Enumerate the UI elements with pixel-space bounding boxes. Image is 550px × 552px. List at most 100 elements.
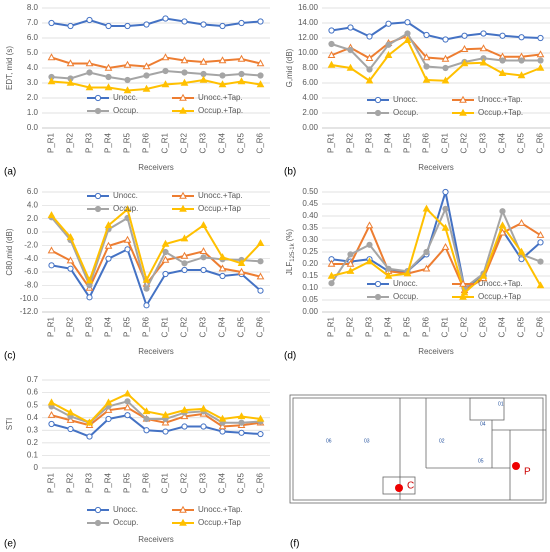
x-tick-label: P_R4 [384, 316, 393, 337]
point [257, 18, 264, 25]
y-tick-label: 0.0 [27, 227, 39, 236]
point [366, 66, 373, 73]
x-tick-label: P_R3 [365, 316, 374, 337]
x-tick-label: P_R1 [47, 132, 56, 153]
y-tick-label: 0.20 [302, 259, 318, 268]
point [404, 30, 411, 37]
point [85, 418, 94, 426]
y-tick-label: 0.2 [27, 438, 39, 447]
point [219, 272, 226, 280]
x-tick-label: C_R4 [218, 316, 227, 337]
y-tick-label: 0.1 [27, 451, 39, 460]
point [238, 19, 245, 27]
point [94, 519, 102, 527]
point [94, 192, 102, 200]
point [479, 44, 488, 52]
point [479, 271, 488, 279]
point [200, 21, 207, 28]
point [237, 412, 246, 420]
y-axis-label: JLF125-1k(%) [285, 229, 295, 275]
y-tick-label: 1.0 [27, 108, 39, 117]
point [181, 423, 188, 430]
point [517, 71, 526, 79]
point [161, 239, 170, 247]
y-tick-label: 0 [34, 463, 39, 472]
y-tick-label: 4.00 [302, 93, 318, 102]
y-axis-label: C80,mid (dB) [5, 228, 14, 275]
y-tick-label: 10.00 [298, 48, 319, 57]
point [238, 429, 245, 436]
y-axis-label: G,mid (dB) [285, 48, 294, 87]
point [327, 60, 336, 68]
y-tick-label: 2.0 [27, 214, 39, 223]
point [161, 410, 170, 418]
point [365, 54, 374, 61]
y-tick-label: 0.40 [302, 211, 318, 220]
x-tick-label: C_R6 [536, 316, 545, 337]
x-tick-label: C_R4 [498, 132, 507, 153]
point [374, 96, 382, 104]
x-tick-label: P_R6 [142, 132, 151, 153]
x-tick-label: C_R2 [180, 472, 189, 493]
point [459, 292, 467, 300]
y-tick-label: 2.0 [27, 93, 39, 102]
legend-label: Occup. [113, 106, 138, 115]
point [442, 36, 449, 43]
legend-label: Unocc.+Tap. [478, 279, 523, 288]
point [142, 407, 151, 415]
y-tick-label: 16.00 [298, 3, 319, 12]
y-tick-label: 4.0 [27, 63, 39, 72]
plan-inner [292, 397, 544, 501]
point [86, 16, 93, 24]
point [199, 75, 208, 83]
point [85, 276, 94, 284]
point [143, 285, 150, 292]
point [66, 59, 75, 67]
point [422, 75, 431, 83]
point [66, 408, 75, 416]
point [104, 398, 113, 406]
x-tick-label: P_R1 [327, 316, 336, 337]
source-dot [512, 462, 520, 470]
point [517, 218, 526, 226]
point [123, 86, 132, 94]
point [498, 221, 507, 229]
point [104, 63, 113, 71]
receiver-label: 04 [480, 421, 486, 427]
x-tick-label: P_R6 [142, 316, 151, 337]
point [256, 239, 265, 247]
x-axis-label: Receivers [418, 347, 454, 356]
x-tick-label: P_R4 [384, 132, 393, 153]
point [48, 262, 55, 269]
x-tick-label: C_R3 [479, 316, 488, 337]
x-tick-label: C_R6 [536, 132, 545, 153]
point [441, 223, 450, 231]
x-tick-label: C_R5 [517, 316, 526, 337]
point [124, 22, 131, 30]
point [181, 266, 188, 274]
point [47, 211, 56, 219]
point [200, 254, 207, 261]
y-tick-label: -6.0 [24, 267, 38, 276]
y-tick-label: 0.15 [302, 271, 318, 280]
y-tick-label: 4.0 [27, 200, 39, 209]
y-tick-label: 0.0 [27, 123, 39, 132]
y-tick-label: 0.10 [302, 283, 318, 292]
point [143, 415, 150, 423]
point [180, 56, 189, 64]
point [441, 242, 450, 250]
x-tick-label: C_R3 [199, 472, 208, 493]
point [384, 271, 393, 279]
point [47, 246, 56, 254]
x-tick-label: P_R1 [47, 316, 56, 337]
point [256, 414, 265, 422]
x-tick-label: P_R1 [327, 132, 336, 153]
point [67, 425, 74, 433]
point [218, 56, 227, 64]
x-tick-label: P_R4 [104, 132, 113, 153]
point [47, 410, 56, 418]
x-tick-label: P_R2 [66, 472, 75, 493]
point [328, 40, 335, 48]
point [48, 420, 55, 428]
point [536, 50, 545, 58]
